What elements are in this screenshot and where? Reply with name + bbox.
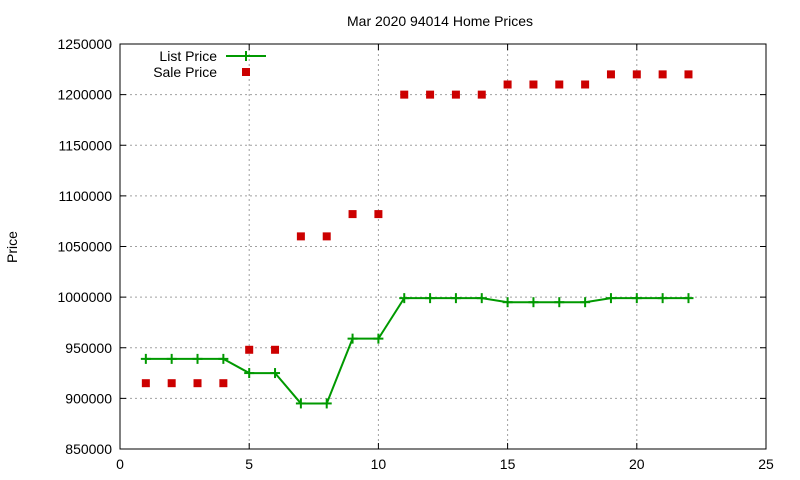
y-tick-label: 900000	[65, 390, 112, 406]
list-price-point	[554, 297, 565, 308]
list-price-point	[657, 293, 668, 304]
sale-price-point	[141, 379, 150, 388]
sale-price-point	[606, 70, 615, 79]
x-tick-label: 0	[116, 456, 124, 472]
series-layer	[140, 70, 694, 409]
list-price-point	[244, 368, 255, 379]
list-price-point	[166, 353, 177, 364]
y-tick-label: 950000	[65, 340, 112, 356]
sale-price-point	[374, 210, 383, 219]
y-tick-label: 850000	[65, 441, 112, 457]
legend-label-sale-price: Sale Price	[153, 64, 217, 80]
x-tick-label: 10	[371, 456, 387, 472]
list-price-line	[145, 297, 689, 405]
list-price-point	[580, 297, 591, 308]
list-price-point	[502, 297, 513, 308]
legend-swatch-sale-price	[242, 68, 250, 76]
y-tick-label: 1250000	[57, 36, 112, 52]
sale-price-point	[632, 70, 641, 79]
sale-price-point	[477, 90, 486, 99]
list-price-point	[295, 398, 306, 409]
legend-label-list-price: List Price	[159, 48, 217, 64]
list-price-point	[321, 398, 332, 409]
list-price-point	[218, 353, 229, 364]
sale-price-point	[426, 90, 435, 99]
sale-price-point	[451, 90, 460, 99]
sale-price-point	[658, 70, 667, 79]
list-price-point	[347, 333, 358, 344]
x-tick-label: 5	[245, 456, 253, 472]
sale-price-point	[193, 379, 202, 388]
y-axis-label: Price	[4, 231, 20, 263]
y-tick-label: 1200000	[57, 87, 112, 103]
sale-price-point	[400, 90, 409, 99]
list-price-point	[476, 293, 487, 304]
sale-price-point	[684, 70, 693, 79]
chart-title: Mar 2020 94014 Home Prices	[347, 13, 533, 29]
list-price-point	[605, 293, 616, 304]
x-tick-label: 20	[629, 456, 645, 472]
sale-price-point	[219, 379, 228, 388]
list-price-point	[373, 333, 384, 344]
list-price-point	[683, 293, 694, 304]
x-tick-label: 15	[500, 456, 516, 472]
list-price-point	[631, 293, 642, 304]
list-price-point	[192, 353, 203, 364]
sale-price-point	[555, 80, 564, 89]
grid	[120, 44, 766, 449]
list-price-point	[399, 293, 410, 304]
list-price-point	[425, 293, 436, 304]
sale-price-point	[581, 80, 590, 89]
y-tick-label: 1000000	[57, 289, 112, 305]
sale-price-point	[245, 345, 254, 354]
list-price-point	[140, 353, 151, 364]
sale-price-point	[322, 232, 331, 241]
x-tick-label: 25	[758, 456, 774, 472]
list-price-point	[270, 368, 281, 379]
sale-price-point	[529, 80, 538, 89]
sale-price-point	[503, 80, 512, 89]
list-price-point	[450, 293, 461, 304]
sale-price-point	[296, 232, 305, 241]
list-price-point	[528, 297, 539, 308]
sale-price-point	[271, 345, 280, 354]
y-tick-label: 1100000	[59, 188, 113, 204]
y-tick-label: 1150000	[59, 137, 113, 153]
axis-ticks: 0 5 10 15 20 25 850000 900000 950000 1000000 10500…	[57, 36, 774, 472]
sale-price-point	[167, 379, 176, 388]
sale-price-point	[348, 210, 357, 219]
y-tick-label: 1050000	[57, 239, 112, 255]
